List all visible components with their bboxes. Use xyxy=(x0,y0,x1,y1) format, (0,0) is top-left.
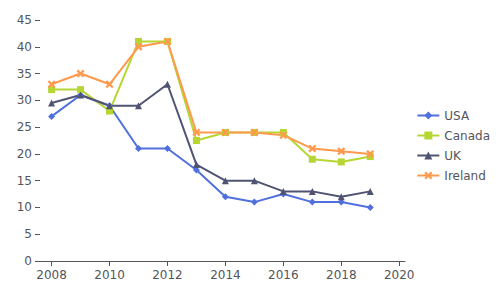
svg-text:0: 0 xyxy=(24,254,32,268)
svg-text:UK: UK xyxy=(444,149,462,163)
svg-text:2008: 2008 xyxy=(36,268,67,282)
svg-text:USA: USA xyxy=(444,109,470,123)
svg-text:Ireland: Ireland xyxy=(444,169,486,183)
svg-text:Canada: Canada xyxy=(444,129,490,143)
svg-text:5: 5 xyxy=(24,227,32,241)
svg-text:45: 45 xyxy=(17,13,32,27)
svg-text:2012: 2012 xyxy=(152,268,183,282)
svg-text:2018: 2018 xyxy=(326,268,357,282)
svg-text:35: 35 xyxy=(17,67,32,81)
svg-text:2020: 2020 xyxy=(384,268,415,282)
svg-text:2010: 2010 xyxy=(94,268,125,282)
svg-text:30: 30 xyxy=(17,93,32,107)
svg-text:40: 40 xyxy=(17,40,32,54)
svg-text:2014: 2014 xyxy=(210,268,241,282)
svg-text:20: 20 xyxy=(17,147,32,161)
svg-text:15: 15 xyxy=(17,174,32,188)
svg-text:2016: 2016 xyxy=(268,268,299,282)
svg-text:10: 10 xyxy=(17,200,32,214)
svg-text:25: 25 xyxy=(17,120,32,134)
